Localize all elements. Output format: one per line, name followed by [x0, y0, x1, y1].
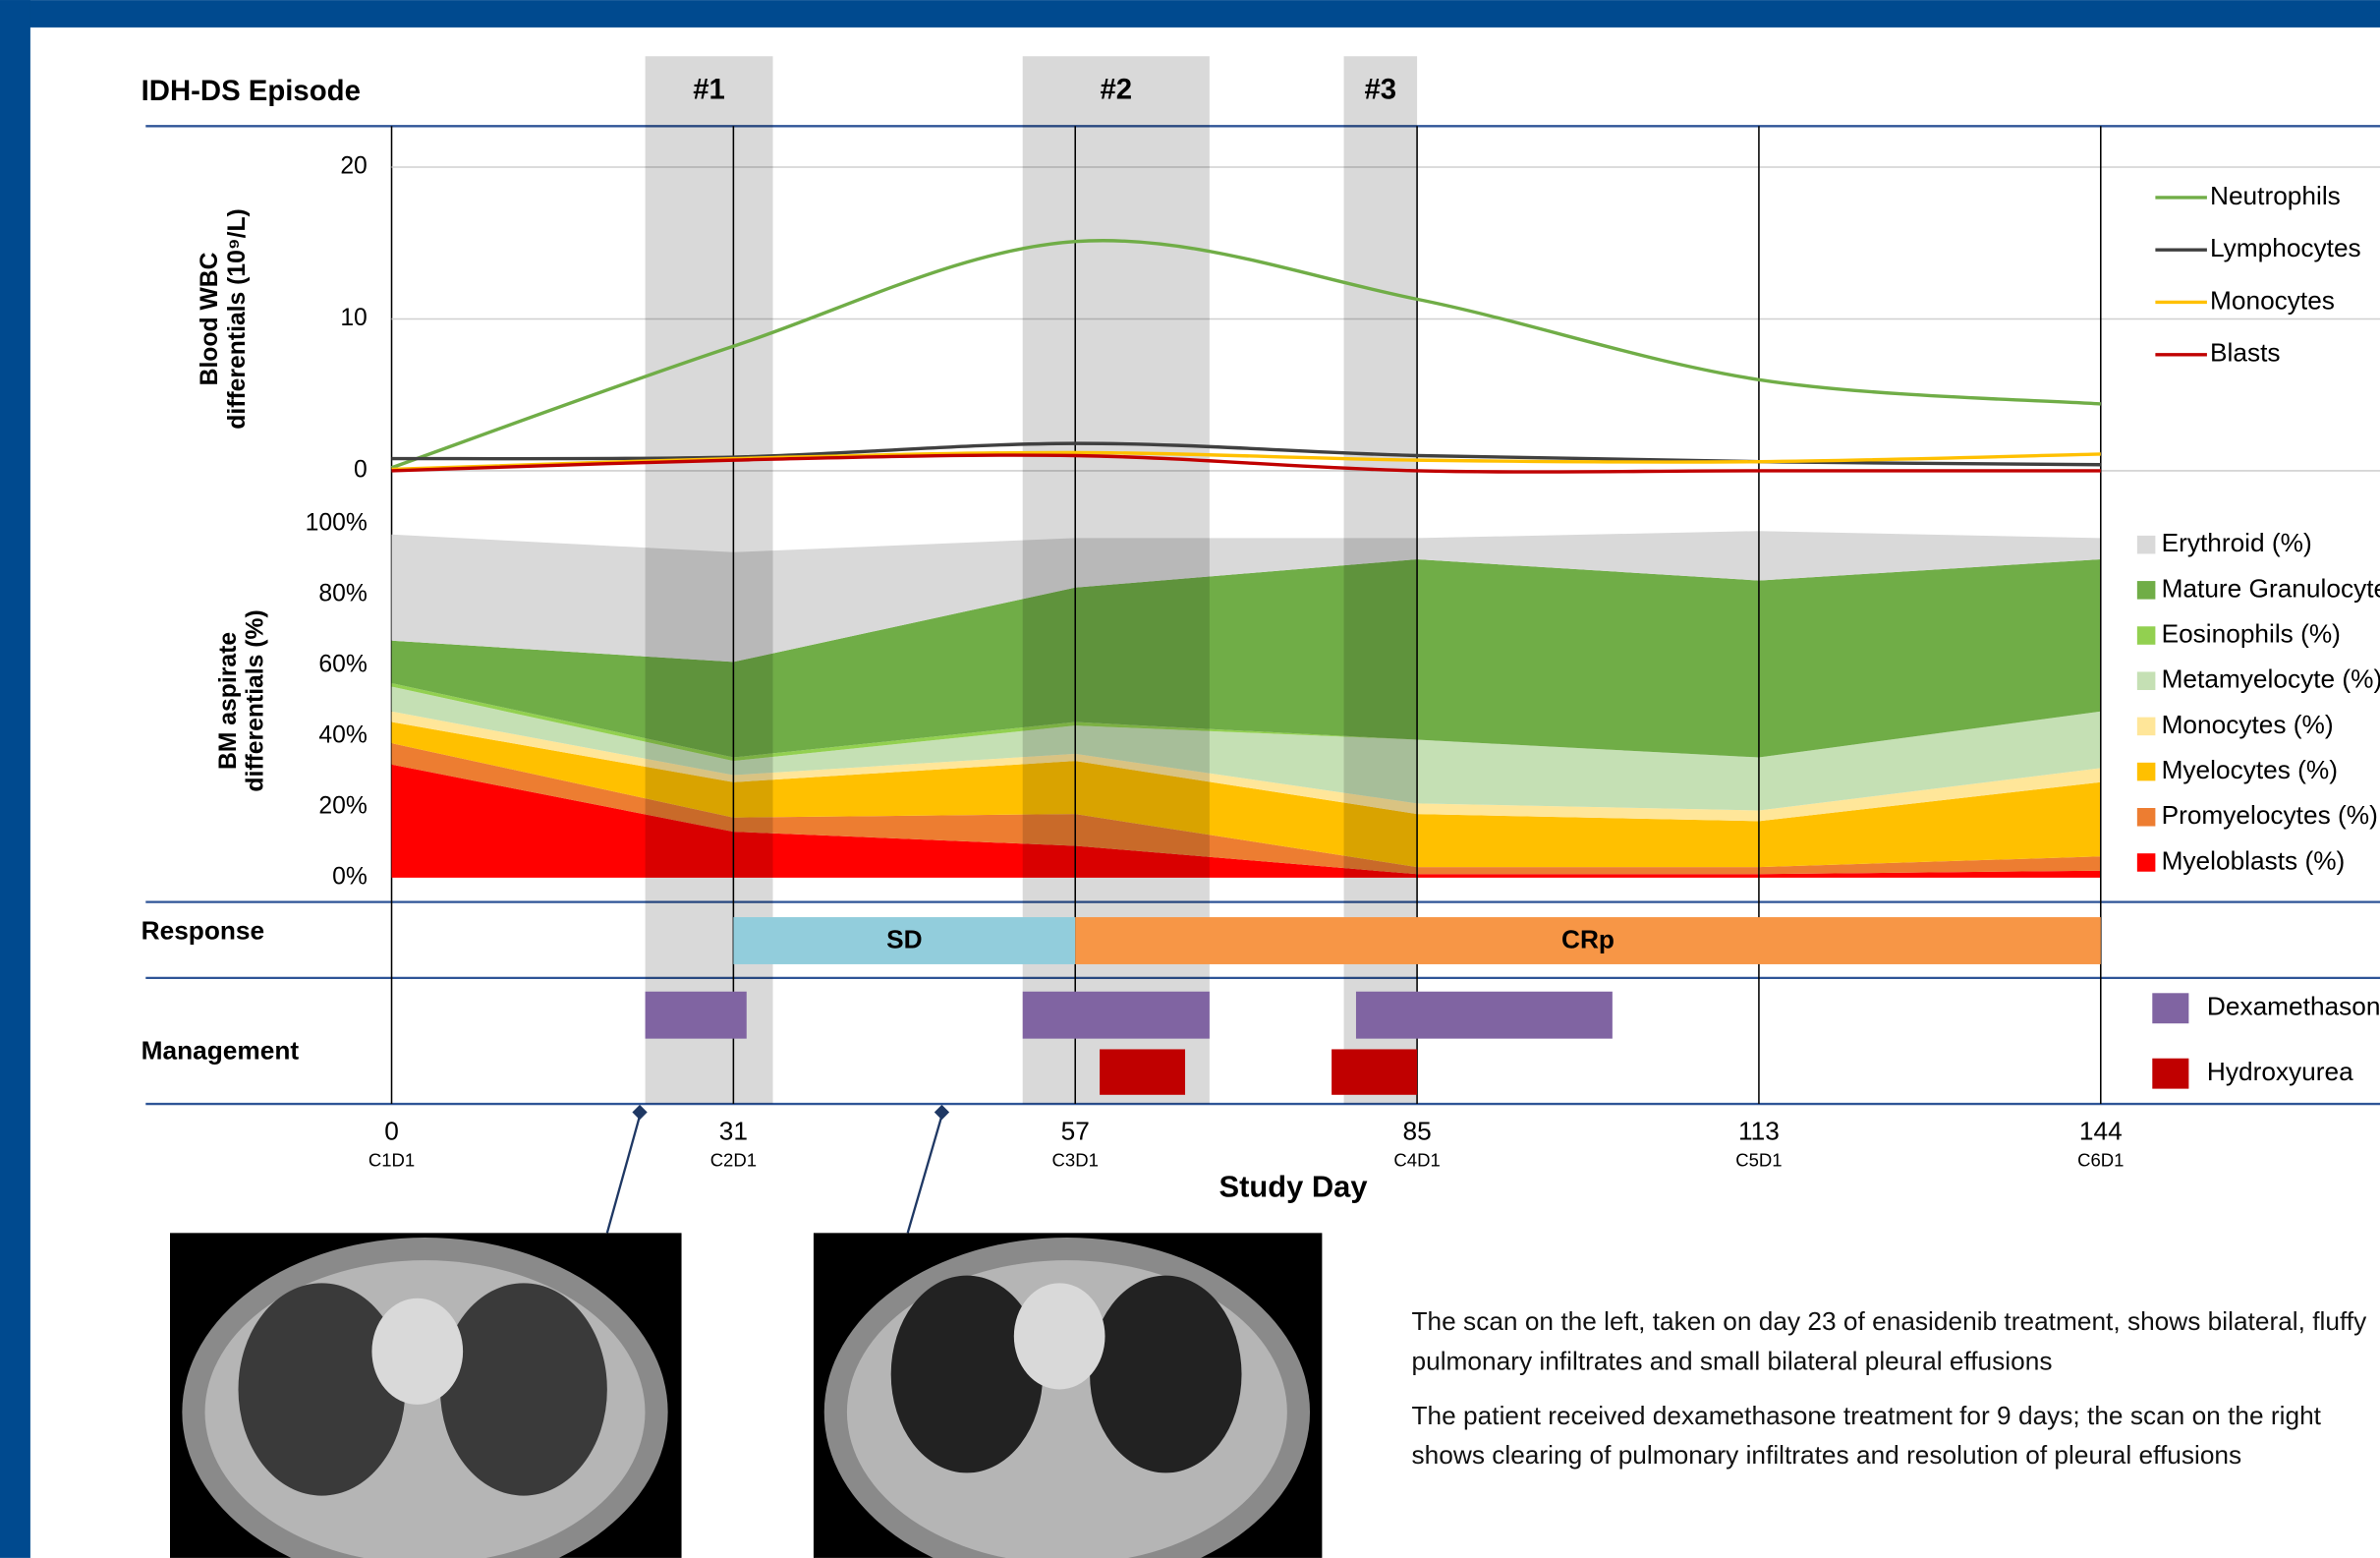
x-cycle-label: C4D1: [1393, 1150, 1440, 1171]
x-cycle-label: C2D1: [710, 1150, 757, 1171]
y-tick-label: 10: [340, 305, 367, 331]
legend-label: Monocytes (%): [2162, 710, 2334, 739]
legend-swatch: [2137, 763, 2156, 781]
legend-swatch: [2137, 853, 2156, 872]
episode-label: #1: [693, 74, 725, 106]
legend-label: Mature Granulocytes (%): [2162, 573, 2380, 603]
legend-swatch: [2137, 581, 2156, 600]
legend-swatch: [2137, 626, 2156, 645]
x-tick-label: 113: [1738, 1116, 1780, 1145]
episode-label: #3: [1364, 74, 1396, 106]
legend-label: Lymphocytes: [2210, 233, 2361, 262]
legend-swatch: [2137, 536, 2156, 554]
response-label: Response: [142, 915, 264, 945]
caption: The scan on the left, taken on day 23 of…: [1412, 1302, 2368, 1475]
response-label: SD: [886, 925, 922, 954]
scan-lung: [239, 1283, 406, 1495]
y-tick-label: 20: [340, 153, 367, 180]
caption-paragraph: The patient received dexamethasone treat…: [1412, 1397, 2368, 1475]
legend-label: Blasts: [2210, 338, 2280, 368]
management-bar: [646, 992, 747, 1039]
scan-lung: [1090, 1276, 1241, 1473]
legend-swatch: [2152, 993, 2188, 1023]
figure: 0 10 20 Blood WBCdifferentials (10⁹/L) 0% 20%…: [0, 0, 2380, 1558]
left-border: [0, 0, 30, 1558]
legend-label: Metamyelocyte (%): [2162, 664, 2380, 694]
response-label: CRp: [1561, 925, 1615, 954]
x-tick-label: 144: [2079, 1116, 2123, 1145]
management-bar: [1100, 1049, 1185, 1094]
y-tick-label: 60%: [318, 651, 367, 677]
pointer-line: [607, 1113, 641, 1233]
y-tick-label: 40%: [318, 721, 367, 748]
management-bar: [1023, 992, 1210, 1039]
x-axis-title: Study Day: [1219, 1170, 1368, 1204]
caption-box: The scan on the left, taken on day 23 of…: [1412, 1302, 2368, 1545]
episode-header-label: IDH-DS Episode: [142, 75, 361, 107]
legend-label: Neutrophils: [2210, 181, 2341, 210]
legend-label: Myelocytes (%): [2162, 755, 2338, 784]
ct-scan-left: [170, 1105, 682, 1558]
header-bar: [0, 0, 2380, 28]
management-label: Management: [142, 1035, 300, 1065]
x-cycle-label: C1D1: [368, 1150, 415, 1171]
legend-label: Promyelocytes (%): [2162, 800, 2378, 830]
y-tick-label: 100%: [306, 510, 368, 537]
scan-lung: [440, 1283, 607, 1495]
x-tick-label: 85: [1402, 1116, 1431, 1145]
legend-label: Erythroid (%): [2162, 528, 2312, 557]
scan-lung: [891, 1276, 1043, 1473]
x-tick-label: 57: [1061, 1116, 1090, 1145]
y-axis-title: Blood WBC: [197, 252, 223, 385]
caption-paragraph: The scan on the left, taken on day 23 of…: [1412, 1302, 2368, 1381]
legend-label: Eosinophils (%): [2162, 618, 2341, 648]
scan-heart: [371, 1298, 463, 1405]
y-tick-label: 20%: [318, 792, 367, 819]
legend-swatch: [2152, 1059, 2188, 1089]
legend-label: Myeloblasts (%): [2162, 845, 2346, 875]
x-cycle-label: C3D1: [1052, 1150, 1099, 1171]
y-tick-label: 80%: [318, 581, 367, 607]
legend-swatch: [2137, 808, 2156, 827]
scan-heart: [1014, 1283, 1105, 1389]
management-bar: [1356, 992, 1613, 1039]
pointer-marker: [935, 1105, 949, 1120]
management-bar: [1332, 1049, 1417, 1094]
pointer-line: [908, 1113, 943, 1233]
page: { "episode_header":{"label":"IDH-DS Epis…: [0, 0, 2380, 1558]
x-tick-label: 0: [384, 1116, 399, 1145]
legend-swatch: [2137, 718, 2156, 736]
y-axis-title: BM aspirate: [215, 632, 242, 770]
pointer-marker: [632, 1105, 647, 1120]
y-tick-label: 0%: [332, 863, 368, 890]
y-tick-label: 0: [354, 456, 368, 483]
episode-label: #2: [1100, 74, 1132, 106]
y-axis-title: differentials (%): [243, 609, 269, 791]
x-cycle-label: C6D1: [2077, 1150, 2124, 1171]
legend-swatch: [2137, 671, 2156, 690]
x-cycle-label: C5D1: [1735, 1150, 1782, 1171]
legend-label: Monocytes: [2210, 285, 2335, 315]
legend-label: Dexamethasone: [2207, 992, 2380, 1021]
legend-label: Hydroxyurea: [2207, 1057, 2353, 1086]
x-tick-label: 31: [719, 1116, 748, 1145]
y-axis-title: differentials (10⁹/L): [224, 208, 251, 429]
